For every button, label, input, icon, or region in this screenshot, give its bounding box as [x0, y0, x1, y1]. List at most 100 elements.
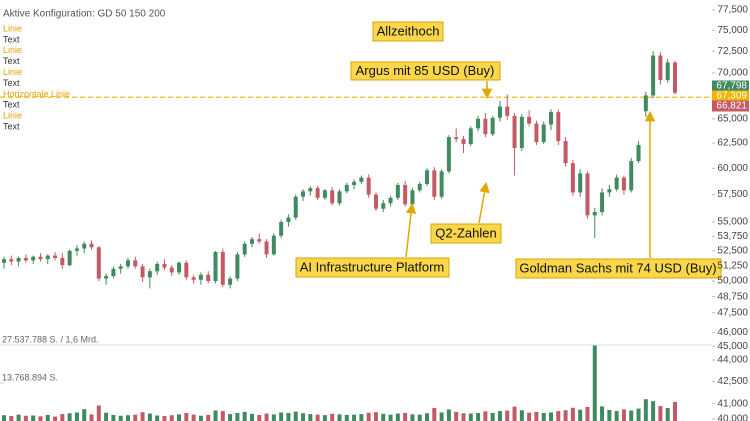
volume-bar [45, 414, 50, 421]
candle-body [169, 267, 174, 273]
volume-bar [9, 416, 14, 421]
volume-bar [344, 414, 349, 421]
candle-body [468, 128, 473, 145]
volume-bar [96, 405, 101, 421]
price-marker [712, 90, 749, 102]
volume-bar [490, 412, 495, 421]
annotation-text: Allzeithoch [377, 23, 440, 38]
volume-bar [665, 408, 670, 421]
annotation-box [430, 223, 502, 244]
candle-body [490, 117, 495, 135]
candle-body [257, 239, 262, 242]
volume-bar [271, 414, 276, 421]
volume-bar [89, 414, 94, 421]
candle-body [563, 141, 568, 164]
y-tick-label: 50,000 [717, 276, 748, 287]
y-tick-label: 55,000 [717, 217, 748, 228]
candle-body [140, 266, 145, 278]
volume-bar [74, 412, 79, 421]
volume-bar [352, 414, 357, 421]
candle-body [111, 268, 116, 277]
candle-body [512, 115, 517, 148]
volume-bar [395, 413, 400, 421]
legend-entry: Linie [3, 23, 22, 33]
volume-tick-label: 27.537.788 S. / 1,6 Mrd. [2, 334, 99, 344]
volume-bar [337, 414, 342, 421]
volume-bar [155, 415, 160, 421]
volume-bar [169, 415, 174, 421]
candle-body [330, 190, 335, 204]
candle-body [425, 170, 430, 184]
candle-body [16, 257, 21, 262]
y-tick-label: 41,000 [717, 398, 748, 409]
candle-body [527, 116, 532, 124]
plot-area [0, 9, 715, 421]
annotation-text: Q2-Zahlen [435, 225, 496, 240]
candle-body [198, 274, 203, 280]
candle-body [264, 241, 269, 255]
volume-bar [198, 415, 203, 421]
annotation-text: Argus mit 85 USD (Buy) [356, 63, 495, 78]
candle-body [308, 188, 313, 192]
volume-bar [425, 413, 430, 421]
volume-bar [286, 412, 291, 421]
candle-body [381, 203, 386, 209]
candle-body [497, 106, 502, 118]
volume-bar [519, 410, 524, 421]
volume-bar [541, 412, 546, 421]
volume-bar [206, 414, 211, 421]
volume-bar [279, 412, 284, 421]
chart-title: Aktive Konfiguration: GD 50 150 200 [3, 9, 166, 20]
candle-body [89, 243, 94, 248]
volume-bar [177, 414, 182, 421]
candle-body [249, 239, 254, 244]
candle-body [570, 163, 575, 193]
candle-body [410, 190, 415, 205]
candle-body [206, 274, 211, 282]
volume-bar [483, 411, 488, 421]
candle-body [279, 222, 284, 236]
candle-body [118, 266, 123, 269]
volume-bar [534, 411, 539, 421]
legend-entry: Linie [3, 45, 22, 55]
annotation-arrow [478, 181, 490, 224]
volume-bar [60, 414, 65, 421]
candle-body [191, 277, 196, 280]
annotation: Argus mit 85 USD (Buy) [350, 61, 501, 81]
legend-entry: Text [3, 78, 20, 88]
volume-bar [512, 406, 517, 421]
volume-bar [570, 407, 575, 421]
volume-bar [497, 411, 502, 421]
candle-body [454, 137, 459, 140]
candle-body [673, 62, 677, 93]
annotation-box [295, 257, 450, 278]
candle-body [621, 177, 626, 191]
volume-bar [228, 414, 233, 421]
candle-body [388, 197, 393, 204]
volume-bar [53, 416, 58, 421]
volume-bar [104, 412, 109, 421]
candle-body [352, 181, 357, 185]
candle-body [629, 161, 634, 191]
candle-body [534, 123, 539, 143]
volume-bar [600, 406, 605, 421]
volume-bar [308, 414, 313, 421]
price-marker-label: 66,821 [716, 101, 747, 112]
volume-bar [31, 415, 36, 421]
candle-body [315, 188, 320, 198]
candle-body [476, 118, 481, 129]
volume-bar [322, 415, 327, 421]
candle-body [592, 212, 597, 216]
candle-body [461, 139, 466, 145]
annotation-box [515, 258, 722, 279]
volume-bar [578, 409, 583, 421]
annotation: AI Infrastructure Platform [295, 257, 450, 278]
y-tick-label: 65,000 [717, 113, 748, 124]
volume-bar [417, 414, 422, 421]
y-tick-label: 48,750 [717, 291, 748, 302]
y-tick-label: 53,750 [717, 231, 748, 242]
volume-bar [673, 401, 677, 421]
candle-body [403, 184, 408, 205]
candle-body [67, 250, 72, 266]
candle-body [242, 243, 247, 255]
